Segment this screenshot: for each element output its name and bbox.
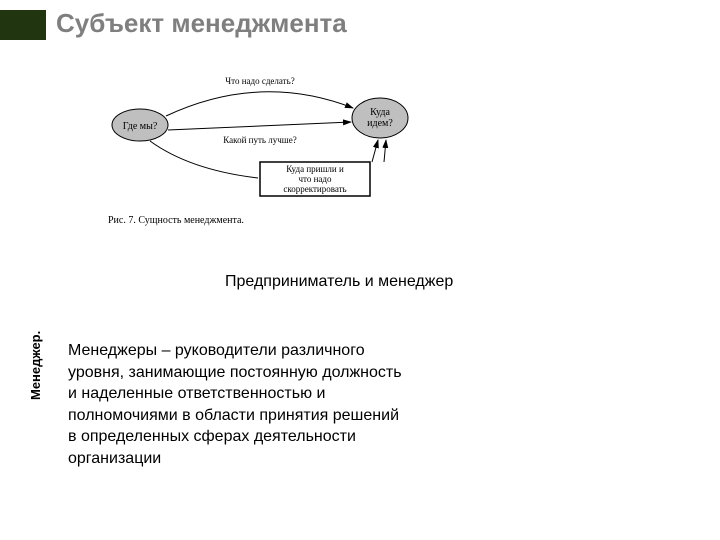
- body-paragraph: Менеджеры – руководители различного уров…: [68, 340, 408, 470]
- sidebar-vertical-label: Менеджер.: [28, 331, 43, 400]
- page-title: Субъект менеджмента: [56, 8, 347, 39]
- box-line3: скорректировать: [283, 184, 346, 194]
- diagram-caption: Рис. 7. Сущность менеджмента.: [108, 215, 244, 226]
- box-line1: Куда пришли и: [286, 164, 344, 174]
- accent-block: [0, 10, 46, 40]
- node-where-going-label1: Куда: [370, 107, 390, 118]
- edge-label-bottom: Какой путь лучше?: [223, 135, 296, 145]
- section-subtitle: Предприниматель и менеджер: [225, 273, 453, 291]
- node-where-going-label2: идем?: [367, 118, 393, 129]
- diagram-flowchart: Что надо сделать? Какой путь лучше? Где …: [100, 70, 440, 225]
- node-where-are-we-label: Где мы?: [123, 121, 158, 132]
- edge-label-top: Что надо сделать?: [225, 76, 294, 86]
- box-line2: что надо: [299, 174, 332, 184]
